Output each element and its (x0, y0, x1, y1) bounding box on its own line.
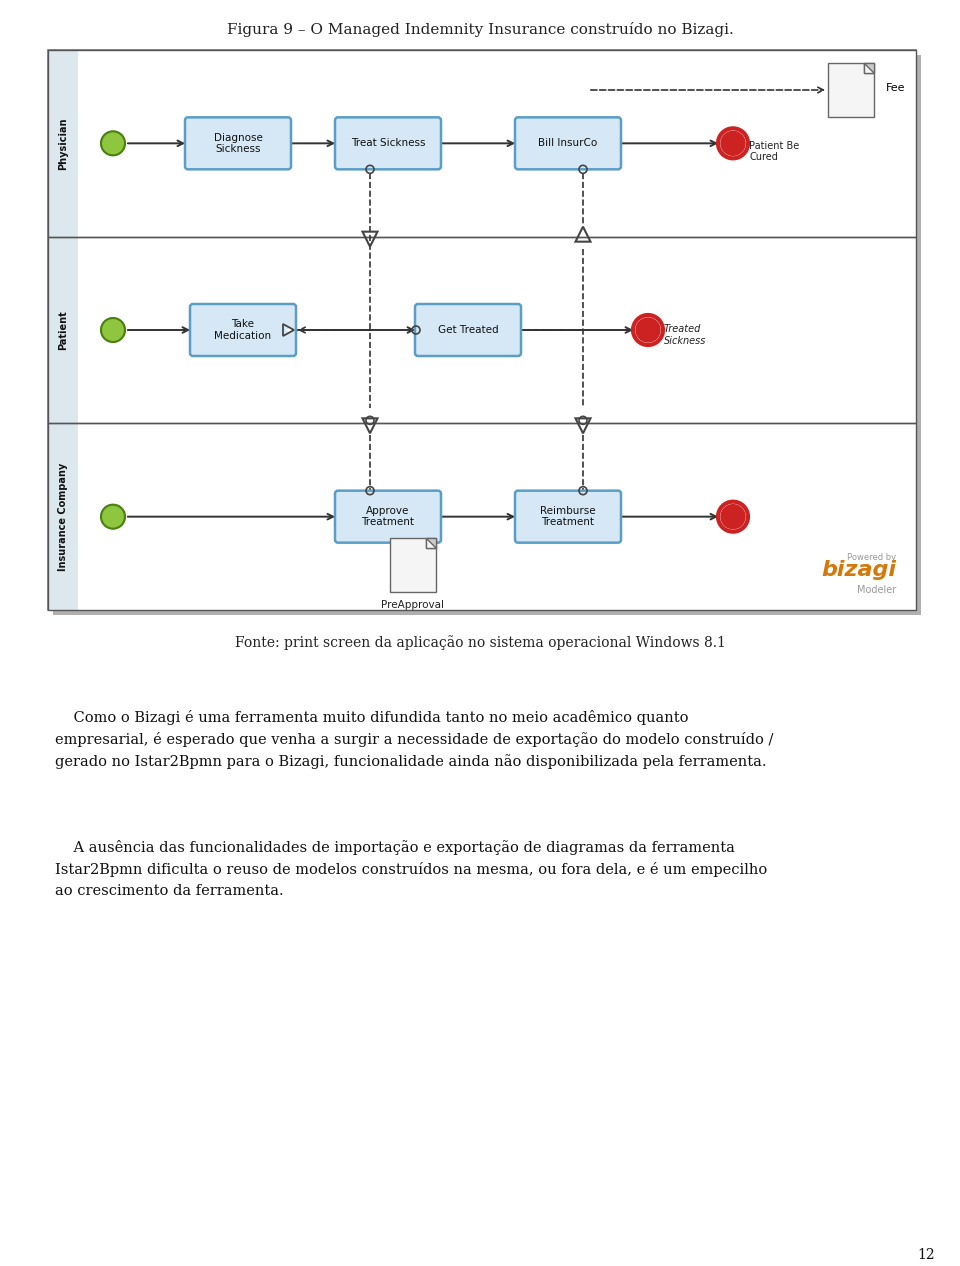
Bar (48, 237, 916, 423)
Text: Patient Be
Cured: Patient Be Cured (749, 141, 800, 162)
Circle shape (721, 132, 745, 156)
Bar (48, 423, 78, 610)
FancyBboxPatch shape (335, 118, 441, 170)
Circle shape (721, 505, 745, 529)
Bar (48, 237, 78, 423)
Bar (48, 423, 916, 610)
Text: Fonte: print screen da aplicação no sistema operacional Windows 8.1: Fonte: print screen da aplicação no sist… (234, 636, 726, 649)
Text: Figura 9 – O Managed Indemnity Insurance construído no Bizagi.: Figura 9 – O Managed Indemnity Insurance… (227, 22, 733, 37)
Text: Approve
Treatment: Approve Treatment (362, 506, 415, 528)
Text: Patient: Patient (58, 310, 68, 349)
Polygon shape (864, 63, 874, 73)
FancyBboxPatch shape (190, 304, 296, 356)
Text: Reimburse
Treatment: Reimburse Treatment (540, 506, 596, 528)
Circle shape (101, 132, 125, 156)
Text: Modeler: Modeler (856, 585, 896, 595)
Polygon shape (426, 538, 436, 548)
Polygon shape (426, 538, 436, 548)
Bar (48, 49, 78, 237)
Text: PreApproval: PreApproval (381, 600, 444, 610)
Text: Take
Medication: Take Medication (214, 319, 272, 341)
Bar (828, 63, 874, 116)
Text: A ausência das funcionalidades de importação e exportação de diagramas da ferram: A ausência das funcionalidades de import… (55, 841, 734, 855)
Bar (48, 49, 916, 237)
Bar (53, 54, 921, 615)
FancyBboxPatch shape (515, 491, 621, 543)
Text: Fee: Fee (886, 84, 905, 92)
Text: Physician: Physician (58, 116, 68, 170)
Circle shape (101, 318, 125, 342)
FancyBboxPatch shape (415, 304, 521, 356)
Text: Bill InsurCo: Bill InsurCo (539, 138, 598, 148)
Bar (78, 49, 916, 237)
FancyBboxPatch shape (515, 118, 621, 170)
Text: Istar2Bpmn dificulta o reuso de modelos construídos na mesma, ou fora dela, e é : Istar2Bpmn dificulta o reuso de modelos … (55, 862, 767, 877)
Text: 12: 12 (918, 1248, 935, 1262)
Circle shape (101, 505, 125, 529)
Circle shape (636, 318, 660, 342)
Bar (390, 538, 436, 592)
Text: Treat Sickness: Treat Sickness (350, 138, 425, 148)
Text: Powered by: Powered by (847, 553, 896, 562)
Text: bizagi: bizagi (821, 560, 896, 580)
Text: Treated
Sickness: Treated Sickness (664, 324, 707, 346)
Polygon shape (864, 63, 874, 73)
Text: Get Treated: Get Treated (438, 325, 498, 335)
Text: empresarial, é esperado que venha a surgir a necessidade de exportação do modelo: empresarial, é esperado que venha a surg… (55, 732, 774, 747)
Bar (48, 49, 916, 610)
Text: Insurance Company: Insurance Company (58, 462, 68, 571)
Text: Diagnose
Sickness: Diagnose Sickness (213, 133, 262, 154)
Bar (78, 237, 916, 423)
Text: ao crescimento da ferramenta.: ao crescimento da ferramenta. (55, 884, 283, 898)
Text: gerado no Istar2Bpmn para o Bizagi, funcionalidade ainda não disponibilizada pel: gerado no Istar2Bpmn para o Bizagi, func… (55, 755, 766, 768)
FancyBboxPatch shape (335, 491, 441, 543)
Bar (78, 423, 916, 610)
Text: Como o Bizagi é uma ferramenta muito difundida tanto no meio acadêmico quanto: Como o Bizagi é uma ferramenta muito dif… (55, 710, 688, 725)
FancyBboxPatch shape (185, 118, 291, 170)
